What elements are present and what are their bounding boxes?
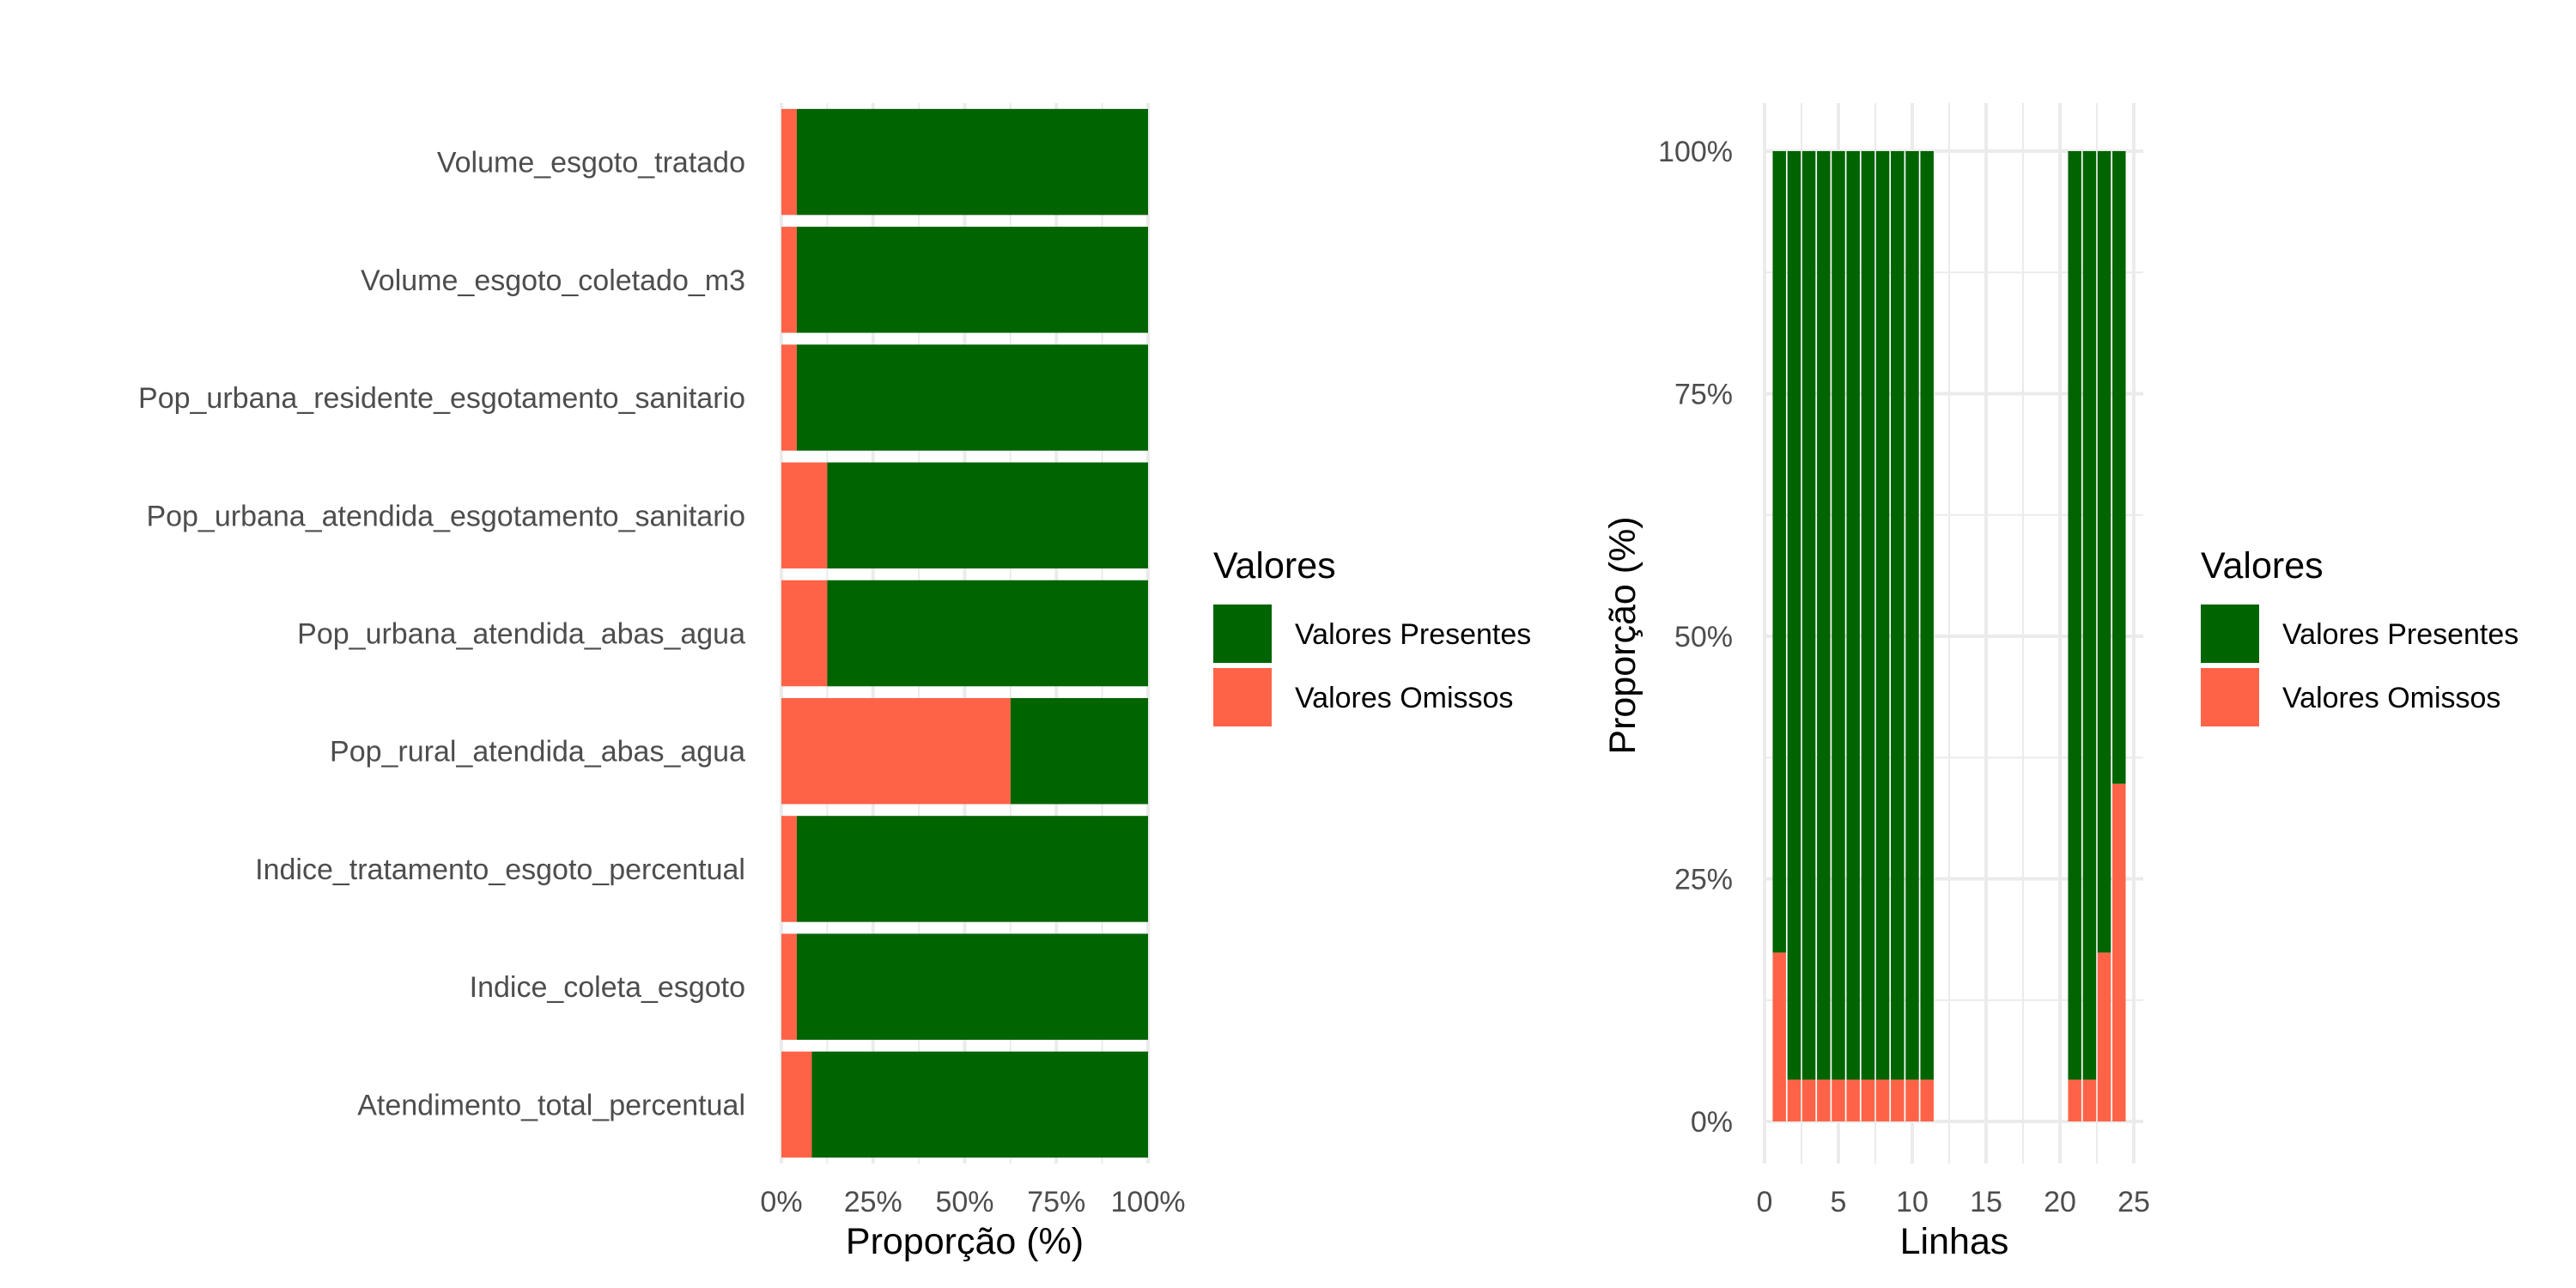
chart2-bar-omissos [1846,1079,1860,1121]
chart1-bar-omissos [781,580,828,687]
chart1-bar-presentes [1010,697,1148,805]
chart2-bar-presentes [1846,151,1860,1080]
chart2-x-tick-label: 0 [1757,1186,1773,1218]
chart2-y-tick-label: 100% [1658,136,1733,168]
chart1-category-label: Pop_urbana_atendida_abas_agua [297,618,745,651]
chart2-bar-omissos [2068,1079,2081,1121]
chart2-bar-omissos [1905,1079,1919,1121]
chart1-bar-omissos [781,227,797,333]
chart2-x-tick-labels: 0 5 10 15 20 25 [1757,1186,2150,1218]
chart1-bar-presentes [796,344,1148,451]
chart2-x-tick-label: 15 [1970,1186,2002,1218]
chart1-legend-key-omissos [1213,668,1272,726]
chart1-bar-presentes [796,816,1148,922]
chart2-x-tick-label: 25 [2117,1186,2150,1218]
chart1-bar-omissos [781,1051,812,1158]
chart1-legend-title: Valores [1213,545,1336,586]
chart1-x-tick-label: 100% [1111,1186,1186,1218]
chart1-x-tick-label: 75% [1027,1186,1085,1218]
chart2-x-tick-label: 5 [1831,1186,1847,1218]
chart1-bar-omissos [781,933,797,1040]
chart1-x-axis-title: Proporção (%) [846,1221,1084,1262]
chart2-bar-presentes [2097,151,2111,953]
missing-by-variable-chart: Volume_esgoto_tratado Volume_esgoto_colet… [138,103,1531,1262]
chart2-bar-presentes [2068,151,2081,1080]
chart2-y-tick-labels: 0% 25% 50% 75% 100% [1658,136,1733,1139]
chart1-x-tick-labels: 0% 25% 50% 75% 100% [760,1186,1185,1218]
chart2-x-tick-label: 20 [2044,1186,2076,1218]
chart2-bar-omissos [2097,952,2111,1121]
chart2-legend: Valores Valores Presentes Valores Omisso… [2201,545,2518,726]
chart2-bar-presentes [1787,151,1801,1080]
chart1-bar-presentes [796,108,1148,216]
chart1-bar-presentes [796,933,1148,1040]
chart2-y-tick-label: 75% [1674,379,1733,411]
missing-by-row-chart: 0% 25% 50% 75% 100% 0 5 10 15 20 25 Linhas Propor… [1602,103,2518,1262]
chart2-bar-presentes [1832,151,1845,1080]
chart2-legend-title: Valores [2201,545,2324,586]
chart1-bar-omissos [781,462,828,569]
chart1-bar-omissos [781,816,797,922]
chart1-bar-presentes [811,1051,1148,1158]
chart2-y-tick-label: 25% [1674,864,1733,896]
chart1-bar-omissos [781,697,1011,805]
chart2-bar-omissos [1787,1079,1801,1121]
chart2-bar-presentes [1920,151,1934,1080]
chart1-bars [781,108,1148,1158]
chart2-bar-omissos [1920,1079,1934,1121]
chart2-legend-key-presentes [2201,605,2259,663]
chart2-bar-presentes [1905,151,1919,1080]
chart1-category-label: Pop_urbana_residente_esgotamento_sanitar… [138,382,745,415]
chart2-bar-omissos [1891,1079,1905,1121]
chart2-bar-presentes [2082,151,2097,1080]
chart2-bar-omissos [1801,1079,1816,1121]
chart1-x-tick-label: 25% [844,1186,902,1218]
chart2-bar-presentes [1772,151,1786,953]
chart1-bar-omissos [781,108,797,216]
chart2-bar-omissos [1875,1079,1890,1121]
chart2-y-tick-label: 0% [1691,1106,1733,1139]
chart1-category-label: Pop_rural_atendida_abas_agua [330,736,745,769]
chart1-category-label: Pop_urbana_atendida_esgotamento_sanitari… [146,500,745,532]
chart2-y-tick-label: 50% [1674,621,1733,653]
chart1-category-labels: Volume_esgoto_tratado Volume_esgoto_colet… [138,147,745,1122]
chart1-legend-label-presentes: Valores Presentes [1295,618,1531,651]
chart2-bar-presentes [1891,151,1905,1080]
chart2-bar-omissos [1817,1079,1831,1121]
chart2-bar-omissos [1772,952,1786,1121]
chart2-y-axis-title: Proporção (%) [1602,516,1643,754]
chart2-bar-presentes [1861,151,1875,1080]
chart1-legend: Valores Valores Presentes Valores Omisso… [1213,545,1531,726]
chart1-x-tick-label: 0% [760,1186,802,1218]
chart2-legend-label-omissos: Valores Omissos [2282,682,2500,714]
chart1-bar-omissos [781,344,797,451]
chart2-bars [1772,151,2126,1121]
chart2-bar-omissos [1861,1079,1875,1121]
chart2-bar-presentes [1817,151,1831,1080]
chart1-legend-label-omissos: Valores Omissos [1295,682,1513,714]
chart1-x-tick-label: 50% [935,1186,993,1218]
chart1-bar-presentes [827,580,1148,687]
chart2-bar-presentes [1875,151,1890,1080]
chart2-bar-presentes [1801,151,1816,1080]
chart1-category-label: Atendimento_total_percentual [357,1089,745,1121]
chart1-category-label: Volume_esgoto_coletado_m3 [361,264,745,297]
chart1-bar-presentes [827,462,1148,569]
chart2-legend-label-presentes: Valores Presentes [2282,618,2518,651]
chart2-x-axis-title: Linhas [1900,1221,2009,1262]
chart2-bar-omissos [2082,1079,2097,1121]
chart1-bar-presentes [796,227,1148,333]
chart1-category-label: Volume_esgoto_tratado [437,147,745,179]
chart2-bar-omissos [2112,783,2126,1121]
chart2-bar-omissos [1832,1079,1845,1121]
chart1-category-label: Indice_tratamento_esgoto_percentual [255,854,745,886]
chart2-bar-presentes [2112,151,2126,784]
chart1-legend-key-presentes [1213,605,1272,663]
chart2-legend-key-omissos [2201,668,2259,726]
chart1-category-label: Indice_coleta_esgoto [470,971,745,1004]
chart2-x-tick-label: 10 [1896,1186,1929,1218]
